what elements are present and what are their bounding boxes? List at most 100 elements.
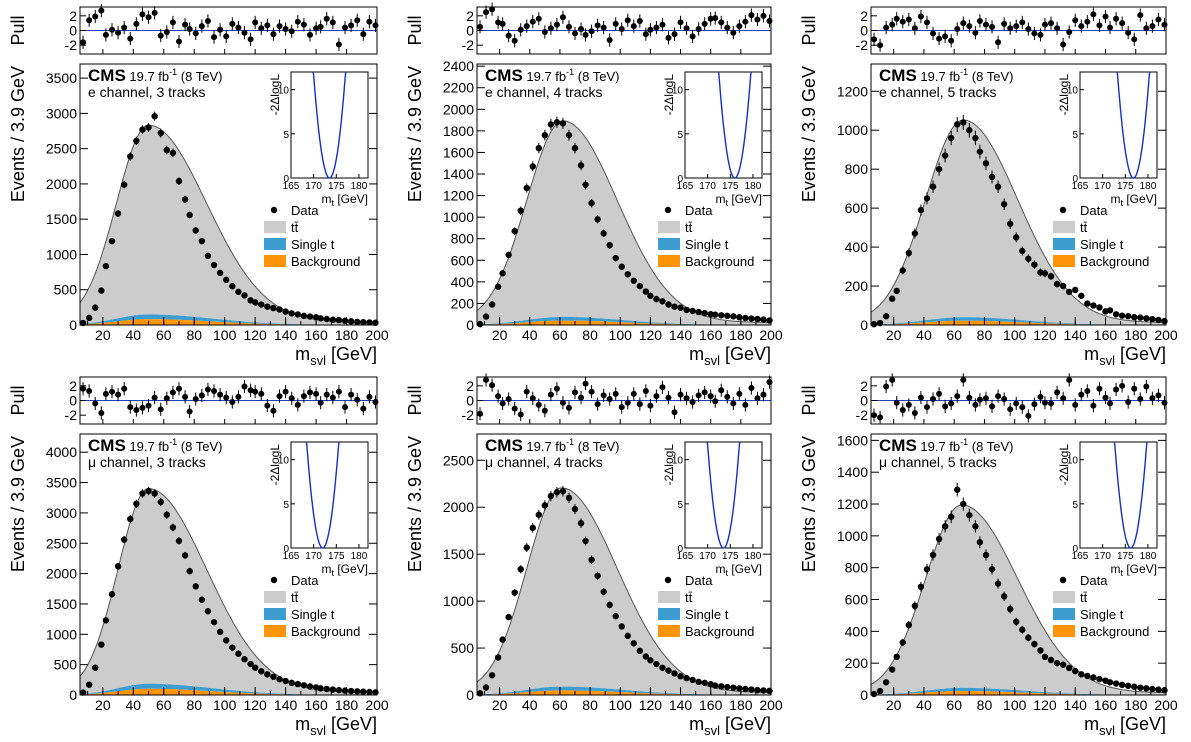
data-point: [754, 686, 761, 694]
inset-x-title-main: m: [321, 192, 331, 206]
pull-point: [121, 24, 128, 31]
y-tick-label: 500: [54, 282, 78, 298]
pull-point: [204, 17, 211, 24]
likelihood-curve: [1116, 71, 1151, 179]
data-point: [636, 282, 644, 290]
pull-point: [211, 387, 218, 394]
y-tick-label: 1000: [837, 122, 868, 138]
x-tick-label: 60: [946, 697, 962, 713]
pull-point: [354, 396, 361, 403]
data-point: [888, 295, 896, 302]
data-point: [577, 519, 585, 527]
y-tick-label: 1000: [443, 209, 474, 225]
data-point: [1006, 220, 1014, 227]
fit-curve: [870, 119, 1167, 323]
pull-axis-title: Pull: [8, 15, 28, 45]
pull-point: [653, 393, 660, 400]
x-tick-label: 140: [669, 697, 693, 713]
data-point: [766, 317, 773, 324]
single-t-fill: [80, 683, 377, 695]
pull-y-tick-label: -2: [462, 37, 475, 53]
y-tick-label: 800: [845, 161, 869, 177]
legend-ttbar-swatch: [264, 591, 286, 603]
data-point: [276, 676, 283, 683]
x-tick-label: 100: [213, 327, 237, 343]
pull-y-tick-label: 2: [466, 378, 474, 394]
lumi-sup: -1: [960, 67, 968, 77]
data-point: [1059, 661, 1067, 668]
data-point: [941, 152, 949, 159]
x-axis-title-main: m: [689, 714, 704, 734]
pull-point: [1137, 396, 1144, 403]
y-axis-title: Events / 3.9 GeV: [8, 66, 28, 202]
data-point: [366, 319, 373, 326]
data-point: [647, 292, 654, 300]
pull-point: [505, 396, 512, 403]
x-axis-title-unit: [GeV]: [326, 344, 377, 364]
x-axis-title-unit: [GeV]: [326, 714, 377, 734]
data-point: [511, 227, 518, 235]
pull-point: [966, 394, 973, 401]
legend-single_t-swatch: [658, 608, 680, 620]
inset-y-tick-label: 10: [672, 86, 684, 97]
legend-ttbar-label: tt̄: [685, 590, 693, 605]
x-tick-label: 200: [759, 327, 783, 343]
data-point: [341, 687, 349, 694]
pull-point: [1072, 17, 1079, 24]
pull-point: [115, 391, 122, 398]
pull-point: [689, 33, 696, 40]
y-tick-label: 600: [845, 592, 869, 608]
data-point: [748, 315, 755, 322]
pull-point: [80, 385, 87, 392]
inset-y-tick-label: 0: [1072, 544, 1078, 555]
data-point: [1065, 664, 1073, 672]
pull-point: [264, 402, 271, 409]
data-point: [223, 276, 230, 284]
x-tick-label: 180: [1124, 697, 1148, 713]
data-point: [241, 655, 248, 663]
lumi-sup: -1: [566, 67, 574, 77]
y-tick-label: 400: [451, 274, 475, 290]
x-axis-title-unit: [GeV]: [1115, 344, 1166, 364]
pull-point: [252, 388, 259, 395]
x-tick-label: 40: [916, 697, 932, 713]
main-frame: [79, 63, 378, 326]
pull-y-tick-label: 2: [69, 378, 77, 394]
data-point: [1084, 300, 1091, 307]
pull-axis-title: Pull: [405, 15, 425, 45]
x-tick-label: 60: [156, 697, 172, 713]
pull-point: [264, 22, 271, 29]
data-point: [505, 251, 512, 259]
y-tick-label: 2000: [443, 101, 474, 117]
data-point: [85, 314, 93, 322]
data-point: [594, 572, 601, 579]
pull-point: [102, 31, 109, 38]
data-point: [683, 306, 690, 314]
y-tick-label: 2400: [443, 58, 474, 74]
data-point: [917, 583, 925, 590]
data-point: [742, 314, 749, 322]
pull-point: [572, 389, 578, 396]
pull-point: [313, 390, 320, 397]
legend-background-swatch: [658, 625, 680, 637]
y-axis-title: Events / 3.9 GeV: [799, 66, 819, 202]
likelihood-curve: [1113, 441, 1148, 549]
pull-point: [306, 389, 313, 396]
data-point: [730, 313, 737, 320]
pull-point: [151, 9, 158, 16]
data-point: [870, 690, 878, 698]
inset-x-tick-label: 170: [1094, 551, 1111, 562]
data-point: [1106, 307, 1114, 314]
data-point: [210, 618, 218, 626]
data-point: [92, 664, 99, 671]
data-point: [488, 672, 496, 679]
data-point: [276, 306, 283, 313]
pull-point: [582, 31, 589, 38]
pull-point: [182, 21, 189, 28]
x-tick-label: 40: [522, 327, 538, 343]
inset-x-tick-label: 180: [745, 181, 762, 192]
pull-point: [282, 26, 289, 33]
inset-x-title: mt [GeV]: [321, 562, 368, 578]
pull-point: [108, 388, 115, 395]
data-point: [482, 313, 490, 320]
